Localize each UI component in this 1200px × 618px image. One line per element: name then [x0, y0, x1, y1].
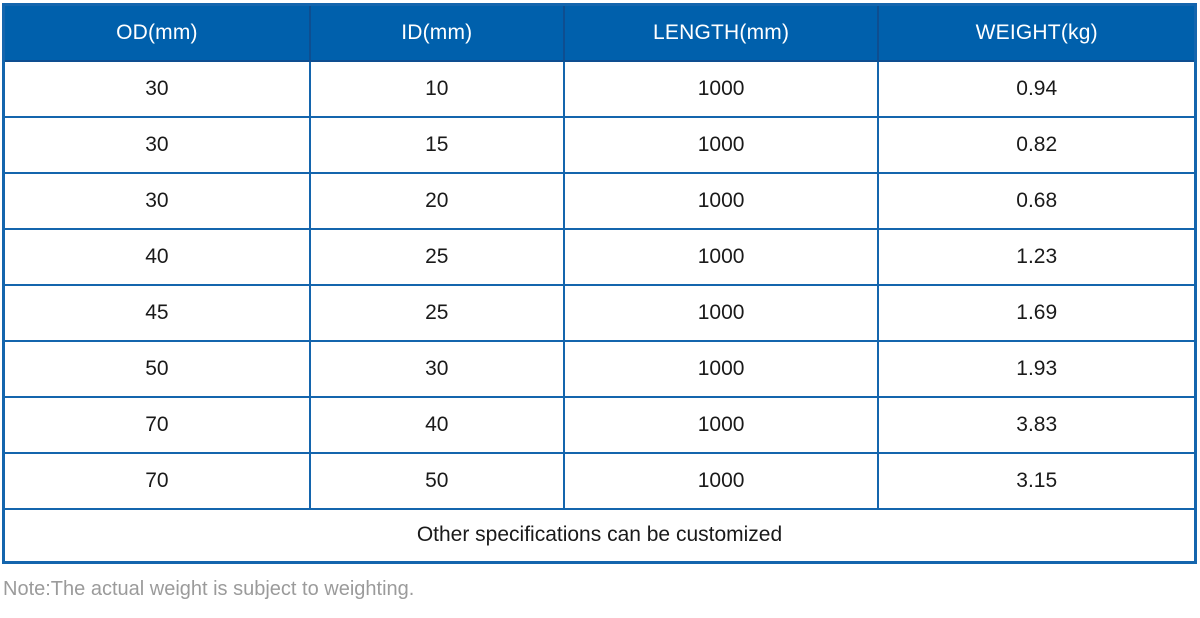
table-cell: 40 [308, 395, 565, 454]
table-cell: 1000 [562, 395, 880, 454]
table-cell: 1000 [562, 115, 880, 174]
table-cell: 3.83 [877, 395, 1197, 454]
table-cell: 70 [2, 451, 311, 510]
table-row: 30 20 1000 0.68 [2, 171, 1197, 230]
table-cell: 0.68 [877, 171, 1197, 230]
table-cell: 0.82 [877, 115, 1197, 174]
table-row: 30 15 1000 0.82 [2, 115, 1197, 174]
header-cell-weight: WEIGHT(kg) [877, 4, 1197, 62]
table-cell: 1000 [562, 227, 880, 286]
table-cell: 40 [2, 227, 311, 286]
table-cell: 3.15 [877, 451, 1197, 510]
table-cell: 50 [308, 451, 565, 510]
header-cell-od: OD(mm) [2, 4, 311, 62]
spec-table-header: OD(mm) ID(mm) LENGTH(mm) WEIGHT(kg) [2, 4, 1197, 62]
header-cell-length: LENGTH(mm) [562, 4, 880, 62]
table-cell: 30 [308, 339, 565, 398]
footer-cell-customized: Other specifications can be customized [2, 507, 1197, 564]
spec-table: OD(mm) ID(mm) LENGTH(mm) WEIGHT(kg) 30 1… [2, 3, 1197, 564]
table-cell: 1.23 [877, 227, 1197, 286]
table-cell: 15 [308, 115, 565, 174]
table-cell: 45 [2, 283, 311, 342]
table-row: 40 25 1000 1.23 [2, 227, 1197, 286]
note-text: Note:The actual weight is subject to wei… [3, 578, 415, 600]
header-cell-id: ID(mm) [308, 4, 565, 62]
spec-table-body: 30 10 1000 0.94 30 15 1000 0.82 30 20 10… [2, 59, 1197, 564]
table-cell: 1000 [562, 171, 880, 230]
table-cell: 30 [2, 59, 311, 118]
table-cell: 1000 [562, 339, 880, 398]
table-cell: 70 [2, 395, 311, 454]
table-cell: 10 [308, 59, 565, 118]
table-row: 30 10 1000 0.94 [2, 59, 1197, 118]
table-cell: 30 [2, 115, 311, 174]
table-cell: 0.94 [877, 59, 1197, 118]
table-cell: 1000 [562, 451, 880, 510]
table-row: 45 25 1000 1.69 [2, 283, 1197, 342]
table-cell: 1.93 [877, 339, 1197, 398]
table-cell: 1000 [562, 59, 880, 118]
table-row: 70 50 1000 3.15 [2, 451, 1197, 510]
table-cell: 25 [308, 227, 565, 286]
header-row: OD(mm) ID(mm) LENGTH(mm) WEIGHT(kg) [2, 4, 1197, 62]
table-row: 50 30 1000 1.93 [2, 339, 1197, 398]
table-cell: 50 [2, 339, 311, 398]
table-row: 70 40 1000 3.83 [2, 395, 1197, 454]
table-cell: 30 [2, 171, 311, 230]
table-cell: 1000 [562, 283, 880, 342]
footer-row: Other specifications can be customized [2, 507, 1197, 564]
table-cell: 20 [308, 171, 565, 230]
table-cell: 1.69 [877, 283, 1197, 342]
table-cell: 25 [308, 283, 565, 342]
